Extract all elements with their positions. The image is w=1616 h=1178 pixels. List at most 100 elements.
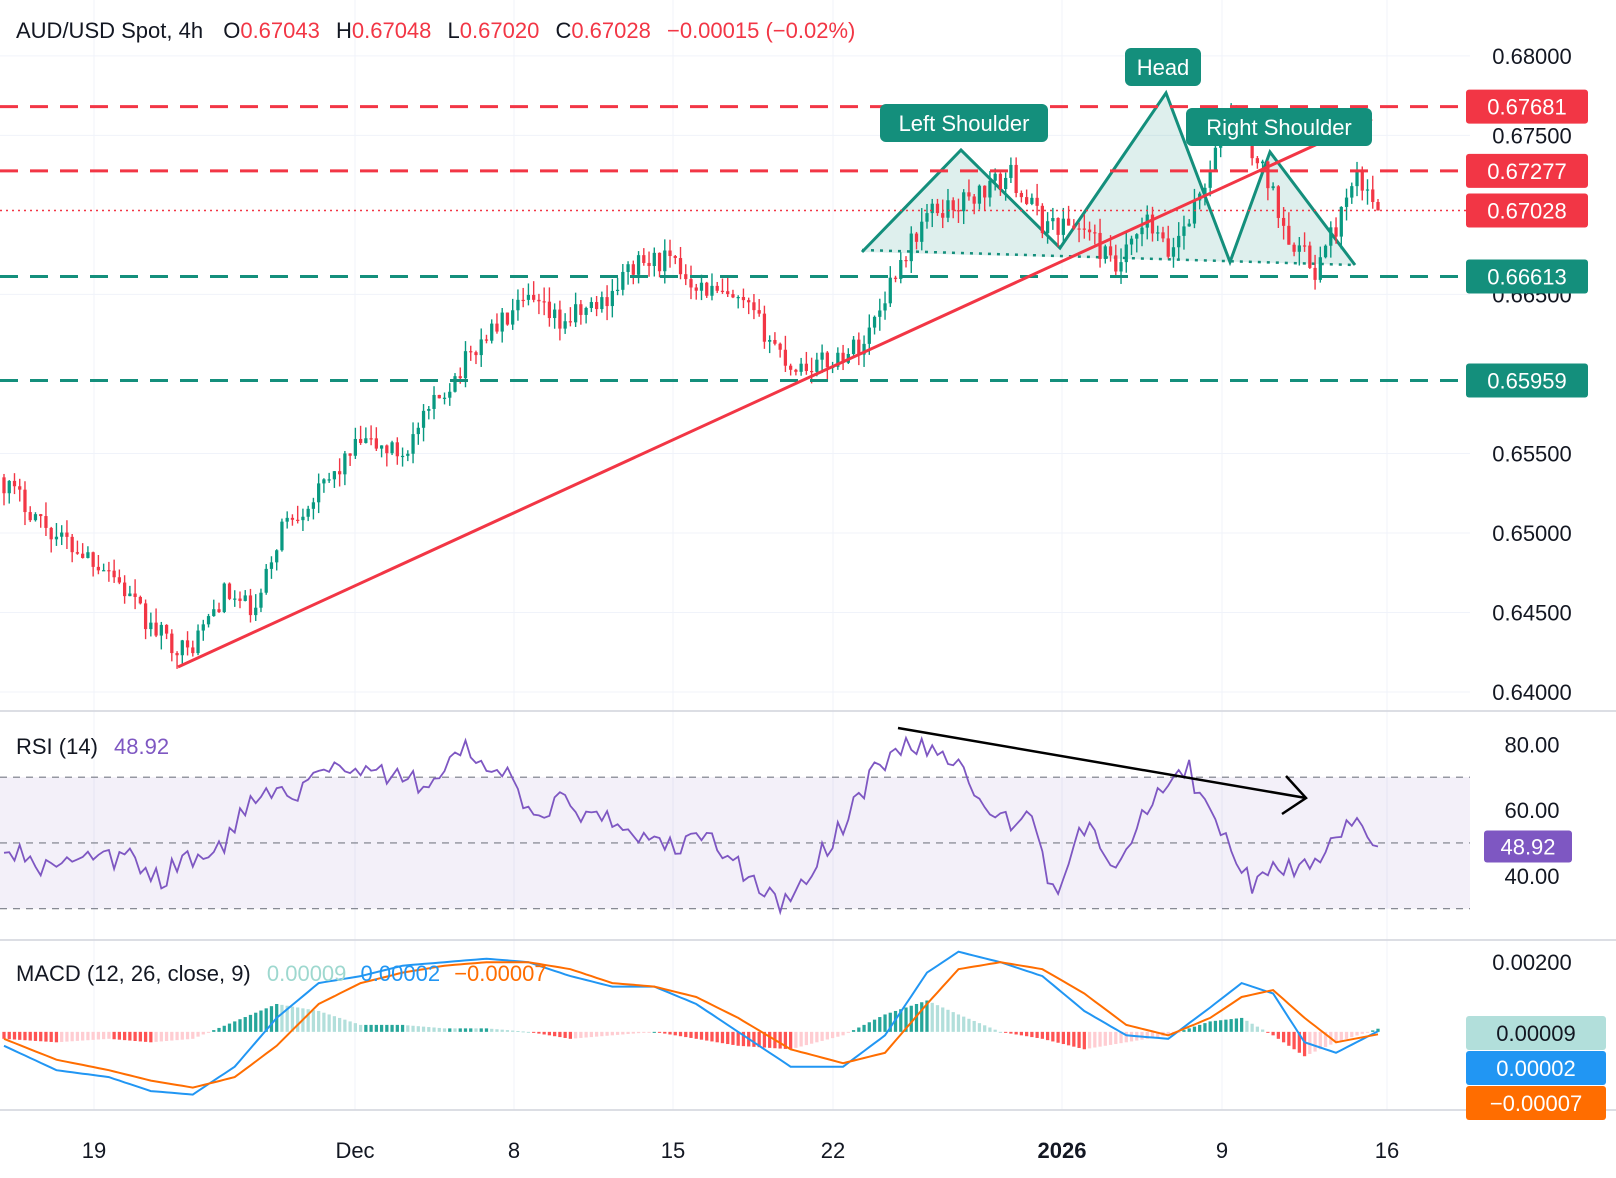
macd-histogram-bar xyxy=(914,1003,919,1032)
symbol-label: AUD/USD Spot, 4h xyxy=(16,18,204,43)
candle-body xyxy=(280,521,284,551)
candle-body xyxy=(1182,226,1186,236)
candle-body xyxy=(516,299,520,311)
macd-histogram-bar xyxy=(610,1031,614,1036)
macd-histogram-bar xyxy=(872,1019,877,1032)
macd-histogram-bar xyxy=(678,1031,683,1037)
macd-histogram-bar xyxy=(1344,1031,1349,1039)
macd-histogram-bar xyxy=(306,1009,310,1032)
macd-histogram-bar xyxy=(605,1031,609,1036)
macd-histogram-bar xyxy=(484,1028,489,1032)
candle-body xyxy=(1114,255,1118,272)
candle-body xyxy=(416,427,420,435)
candle-body xyxy=(1014,164,1018,194)
macd-histogram-bar xyxy=(154,1031,158,1042)
macd-histogram xyxy=(2,1000,1380,1057)
candle-body xyxy=(553,309,557,319)
candle-body xyxy=(621,271,625,290)
signal-line xyxy=(3,961,1379,1089)
candle-body xyxy=(222,583,226,613)
candle-body xyxy=(406,453,410,456)
candle-body xyxy=(458,376,462,379)
macd-histogram-bar xyxy=(752,1031,756,1047)
macd-histogram-bar xyxy=(1009,1031,1013,1034)
candle-body xyxy=(196,630,200,654)
macd-histogram-bar xyxy=(553,1031,557,1037)
macd-histogram-bar xyxy=(437,1027,441,1032)
candle-body xyxy=(1004,177,1008,190)
price-level-tag xyxy=(1466,89,1588,124)
macd-histogram-bar xyxy=(972,1020,976,1032)
macd-histogram-bar xyxy=(343,1019,347,1032)
macd-histogram-bar xyxy=(537,1031,541,1034)
macd-histogram-bar xyxy=(75,1031,80,1041)
macd-histogram-bar xyxy=(673,1031,677,1036)
candle-body xyxy=(39,514,43,517)
candle-body xyxy=(1344,197,1349,207)
price-level-tag xyxy=(1466,193,1588,228)
candle-body xyxy=(164,624,169,634)
candle-body xyxy=(804,363,808,372)
candle-body xyxy=(1318,257,1322,280)
candle-body xyxy=(463,351,468,379)
candle-body xyxy=(972,196,976,204)
candle-body xyxy=(1098,232,1102,259)
candle-body xyxy=(1365,189,1370,191)
macd-histogram-bar xyxy=(642,1031,646,1033)
candle-body xyxy=(851,339,856,354)
candle-body xyxy=(122,582,127,597)
candle-body xyxy=(946,200,950,218)
candle-body xyxy=(505,312,510,325)
candle-body xyxy=(143,603,148,630)
candle-body xyxy=(757,310,761,314)
macd-histogram-bar xyxy=(920,1002,924,1032)
macd-histogram-bar xyxy=(941,1007,945,1032)
candle-body xyxy=(411,434,415,454)
candle-body xyxy=(899,260,903,279)
macd-histogram-bar xyxy=(1066,1031,1071,1046)
candle-body xyxy=(33,514,38,521)
macd-histogram-bar xyxy=(379,1024,384,1032)
candle-body xyxy=(893,277,898,279)
macd-histogram-bar xyxy=(532,1031,536,1033)
macd-histogram-bar xyxy=(81,1031,85,1041)
candle-body xyxy=(605,297,609,307)
candle-body xyxy=(1297,245,1301,252)
candle-body xyxy=(778,343,782,350)
candle-body xyxy=(201,624,205,631)
candle-body xyxy=(1323,245,1328,258)
high-label: H xyxy=(335,18,352,43)
macd-histogram-bar xyxy=(33,1031,38,1041)
macd-histogram-bar xyxy=(453,1028,457,1032)
macd-histogram-bar xyxy=(836,1031,840,1037)
macd-histogram-bar xyxy=(977,1023,982,1032)
candle-body xyxy=(705,282,709,296)
candle-body xyxy=(1156,232,1160,234)
macd-histogram-bar xyxy=(579,1031,583,1038)
candle-body xyxy=(752,302,756,311)
macd-histogram-bar xyxy=(726,1031,730,1045)
candle-body xyxy=(338,471,342,475)
candle-body xyxy=(138,596,142,604)
macd-histogram-bar xyxy=(1292,1031,1296,1050)
macd-histogram-bar xyxy=(1082,1031,1086,1050)
candle-body xyxy=(175,653,179,656)
macd-histogram-bar xyxy=(201,1031,205,1035)
macd-histogram-bar xyxy=(1350,1031,1354,1038)
macd-histogram-bar xyxy=(563,1031,567,1038)
macd-histogram-bar xyxy=(128,1031,132,1041)
macd-histogram-bar xyxy=(715,1031,719,1043)
candle-body xyxy=(909,233,913,262)
macd-histogram-bar xyxy=(1166,1031,1170,1036)
macd-histogram-bar xyxy=(1355,1031,1359,1036)
candle-body xyxy=(563,321,567,329)
candle-body xyxy=(841,352,845,363)
candle-body xyxy=(243,595,247,601)
macd-histogram-bar xyxy=(1014,1031,1018,1035)
candle-body xyxy=(154,622,158,636)
macd-histogram-bar xyxy=(521,1031,525,1033)
macd-histogram-bar xyxy=(1281,1031,1286,1043)
macd-histogram-bar xyxy=(1156,1031,1160,1038)
indicator-lines xyxy=(3,735,1379,1096)
macd-histogram-bar xyxy=(353,1023,357,1032)
